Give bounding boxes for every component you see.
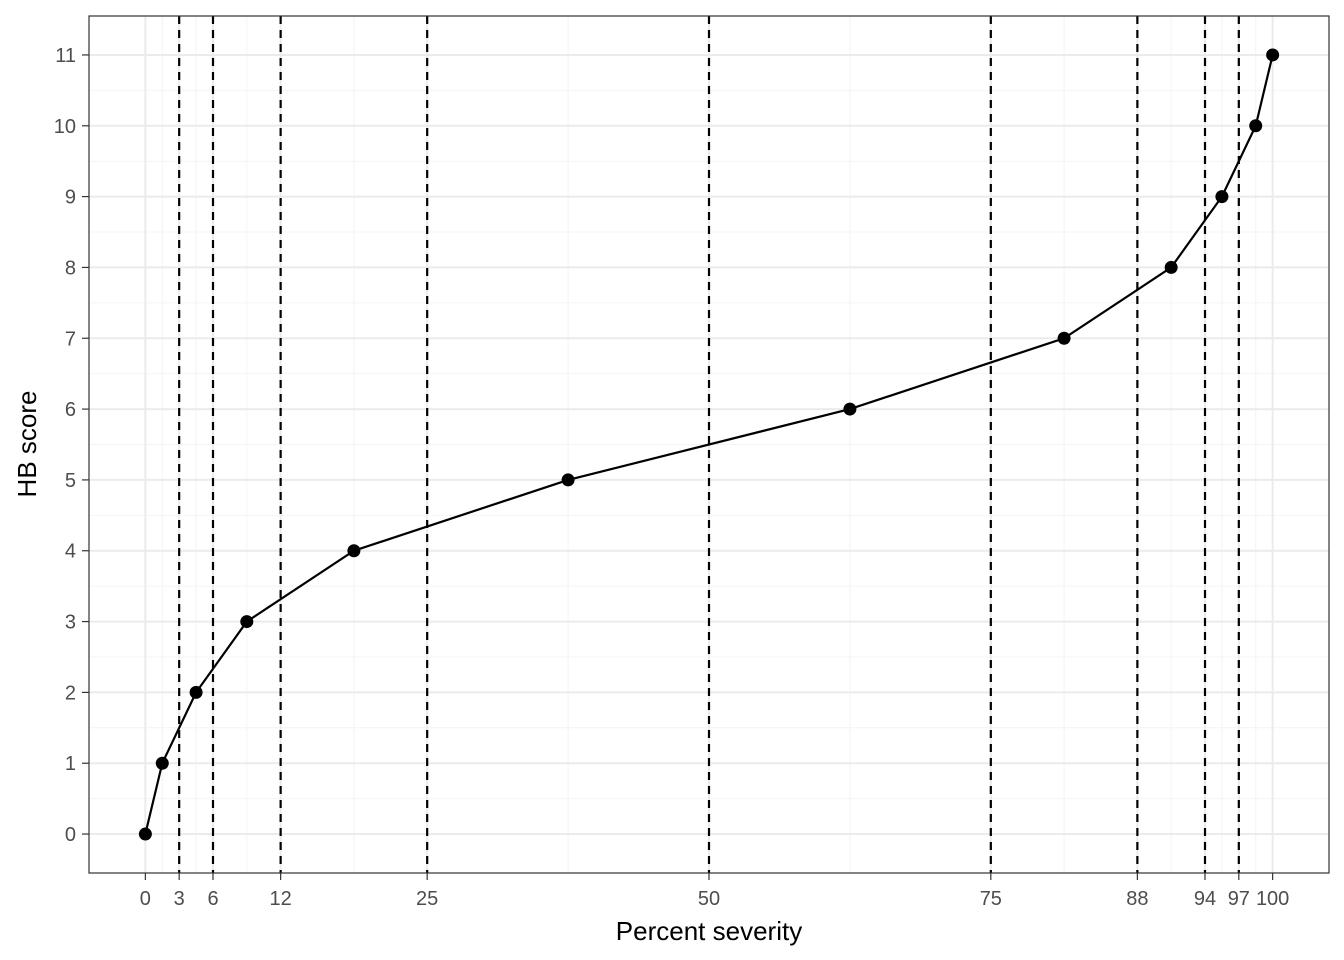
y-tick-label: 8 bbox=[65, 257, 76, 279]
y-tick-label: 11 bbox=[55, 45, 76, 67]
y-axis-ticks: 0 1 2 3 4 5 6 7 8 9 10 11 bbox=[54, 45, 89, 846]
y-tick-label: 7 bbox=[65, 328, 76, 350]
y-tick-label: 1 bbox=[65, 753, 76, 775]
data-point bbox=[155, 756, 169, 770]
x-axis-ticks: 0 3 6 12 25 50 75 88 94 97 100 bbox=[140, 873, 1289, 910]
data-point bbox=[561, 473, 575, 487]
x-tick-label: 0 bbox=[140, 888, 151, 910]
data-point bbox=[1266, 48, 1280, 62]
data-point bbox=[1249, 119, 1263, 133]
data-point bbox=[240, 615, 254, 629]
y-tick-label: 2 bbox=[65, 682, 76, 704]
x-axis-title: Percent severity bbox=[616, 916, 802, 946]
y-axis-title: HB score bbox=[12, 391, 42, 498]
data-point bbox=[1215, 190, 1229, 204]
data-point bbox=[138, 827, 152, 841]
x-tick-label: 97 bbox=[1228, 888, 1250, 910]
x-tick-label: 3 bbox=[174, 888, 185, 910]
x-tick-label: 50 bbox=[698, 888, 720, 910]
data-point bbox=[1164, 260, 1178, 274]
x-tick-label: 88 bbox=[1126, 888, 1148, 910]
series-group bbox=[138, 48, 1280, 841]
x-tick-label: 94 bbox=[1194, 888, 1216, 910]
data-point bbox=[843, 402, 857, 416]
series-line bbox=[144, 54, 1274, 835]
y-tick-label: 4 bbox=[65, 541, 76, 563]
x-tick-label: 12 bbox=[270, 888, 292, 910]
x-tick-label: 25 bbox=[416, 888, 438, 910]
data-point bbox=[1057, 331, 1071, 345]
y-tick-label: 10 bbox=[54, 116, 76, 138]
y-tick-label: 0 bbox=[65, 824, 76, 846]
y-tick-label: 5 bbox=[65, 470, 76, 492]
data-point bbox=[189, 685, 203, 699]
y-tick-label: 3 bbox=[65, 612, 76, 634]
x-tick-label: 100 bbox=[1256, 888, 1289, 910]
data-point bbox=[347, 544, 361, 558]
y-tick-label: 9 bbox=[65, 187, 76, 209]
y-tick-label: 6 bbox=[65, 399, 76, 421]
x-tick-label: 6 bbox=[207, 888, 218, 910]
x-tick-label: 75 bbox=[980, 888, 1002, 910]
